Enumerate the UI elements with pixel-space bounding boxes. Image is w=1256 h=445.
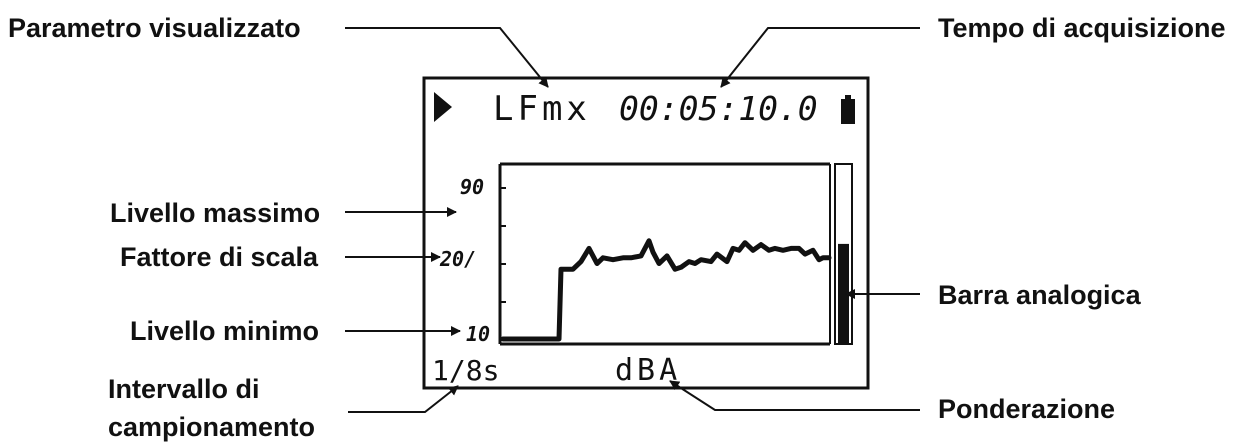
analog-bar-frame xyxy=(834,163,853,345)
min-level-label: 10 xyxy=(466,322,490,346)
arrow-acquisition-time xyxy=(720,27,920,88)
battery-icon xyxy=(841,95,855,124)
displayed-parameter-value: LFmx xyxy=(493,89,591,129)
callout-sampling-interval-line1: Intervallo di xyxy=(108,374,260,404)
callout-scale-factor: Fattore di scala xyxy=(120,242,319,272)
callout-weighting: Ponderazione xyxy=(938,394,1115,424)
level-trace xyxy=(500,238,832,342)
leader-lines xyxy=(345,27,920,413)
play-icon xyxy=(434,92,452,122)
max-level-label: 90 xyxy=(460,175,484,199)
callout-acquisition-time: Tempo di acquisizione xyxy=(938,13,1226,43)
graph-area xyxy=(498,162,832,346)
arrow-weighting xyxy=(669,380,920,411)
lcd-display: LFmx 00:05:10.0 90 20/ 10 xyxy=(422,76,870,390)
sampling-interval-value: 1/8s xyxy=(432,354,499,387)
scale-factor-label: 20/ xyxy=(439,247,476,271)
callout-analog-bar: Barra analogica xyxy=(938,280,1142,310)
callout-max-level: Livello massimo xyxy=(110,198,320,228)
analog-bar xyxy=(834,163,853,345)
arrow-displayed-parameter xyxy=(345,27,549,88)
lcd-frame xyxy=(422,76,870,390)
callout-displayed-parameter: Parametro visualizzato xyxy=(8,13,301,43)
callout-sampling-interval-line2: campionamento xyxy=(108,412,315,442)
weighting-value: dBA xyxy=(615,353,681,388)
analog-bar-fill xyxy=(838,243,849,343)
callout-min-level: Livello minimo xyxy=(130,316,319,346)
acquisition-time-value: 00:05:10.0 xyxy=(619,89,818,128)
arrow-sampling-interval xyxy=(348,385,459,413)
